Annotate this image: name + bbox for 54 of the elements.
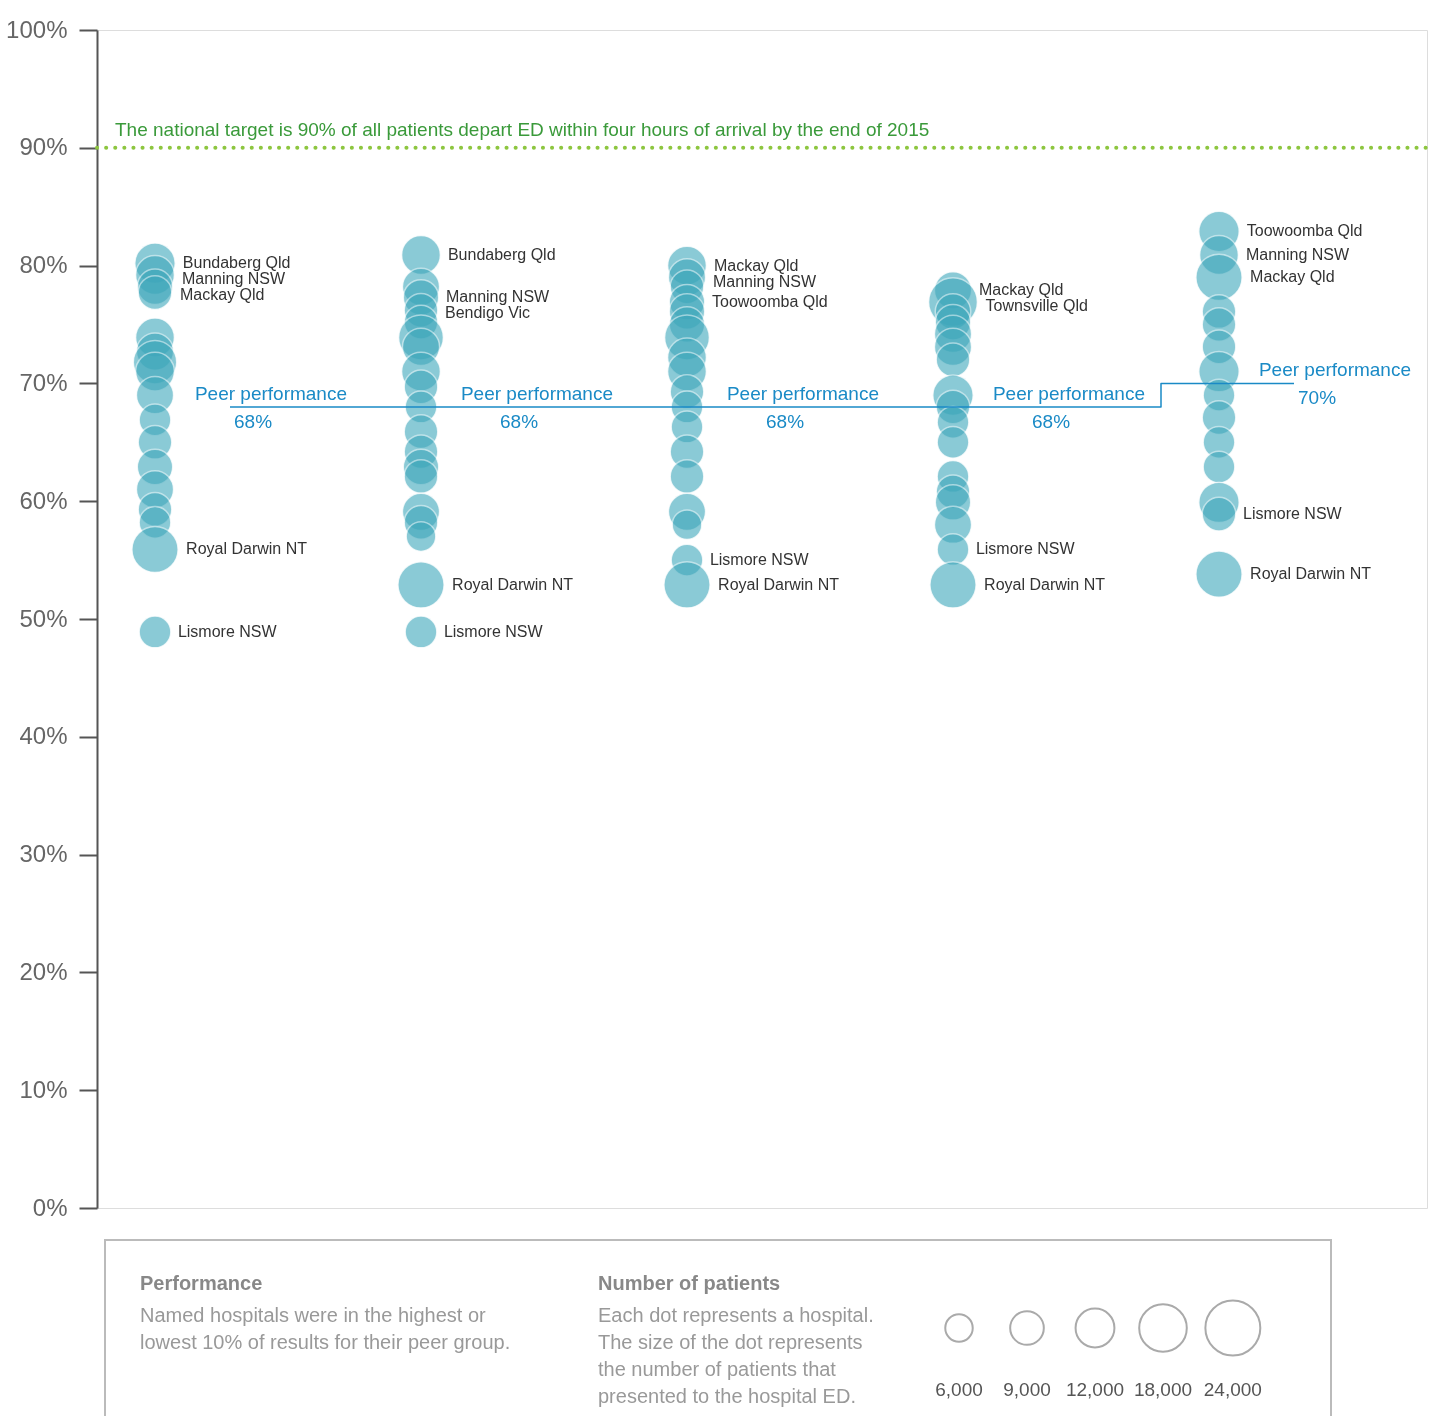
data-label: 68% xyxy=(766,410,805,432)
data-label: Lismore NSW xyxy=(443,622,544,640)
data-label: Lismore NSW xyxy=(1242,505,1343,523)
text: Peer performance xyxy=(726,382,879,404)
y-tick-label: 100% xyxy=(6,15,68,43)
y-tick-label: 20% xyxy=(19,957,68,985)
data-label: Lismore NSW xyxy=(177,622,278,640)
data-label: Manning NSW xyxy=(446,288,551,306)
y-tick-label: 40% xyxy=(19,722,68,750)
data-label: Manning NSW xyxy=(181,270,286,288)
data-label: Lismore NSW xyxy=(709,551,810,569)
data-label: 68% xyxy=(234,410,273,432)
data-label: 68% xyxy=(1032,410,1071,432)
legend-label: 12,000 xyxy=(1065,1379,1125,1400)
data-label: Mackay Qld xyxy=(978,281,1064,299)
data-label: Royal Darwin NT xyxy=(186,540,308,558)
y-tick-label: 30% xyxy=(19,840,68,868)
series-label: Peer performance xyxy=(194,382,347,404)
data-label: Bundaberg Qld xyxy=(182,254,291,272)
data-label: Bendigo Vic xyxy=(444,304,531,322)
ref-line-label: The national target is 90% of all patients depart ED within four hours of arrival by the end of 2015 xyxy=(115,118,930,140)
legend-label: 24,000 xyxy=(1203,1379,1262,1400)
data-label: Royal Darwin NT xyxy=(718,575,840,593)
data-label: Bundaberg Qld xyxy=(447,246,556,263)
text: Number of patients xyxy=(598,1272,781,1294)
data-label: Toowoomba Qld xyxy=(1246,222,1363,240)
data-label: Royal Darwin NT xyxy=(984,575,1106,593)
data-label: Royal Darwin NT xyxy=(1250,565,1372,583)
data-label: 70% xyxy=(1298,387,1337,409)
y-tick-label: 60% xyxy=(19,486,68,514)
y-tick-label: 90% xyxy=(19,133,68,161)
y-tick-label: 70% xyxy=(19,368,68,396)
legend-label: 6,000 xyxy=(935,1379,983,1400)
data-label: Royal Darwin NT xyxy=(452,575,574,593)
text: Named hospitals were in the highest or lowest 10% of results for their peer group. xyxy=(140,1304,511,1353)
data-label: Lismore NSW xyxy=(975,540,1076,558)
data-label: Mackay Qld xyxy=(180,286,265,304)
text: Peer performance xyxy=(460,382,613,404)
text: Performance xyxy=(140,1272,263,1294)
text: Each dot represents a hospital. The size of the dot represents the number of patients that presented to the hospital ED. xyxy=(598,1304,874,1407)
data-label: Townsville Qld xyxy=(985,297,1088,315)
data-label: Manning NSW xyxy=(1245,246,1350,263)
legend-label: 9,000 xyxy=(1003,1379,1051,1400)
legend-label: 18,000 xyxy=(1133,1379,1193,1400)
data-label: Toowoomba Qld xyxy=(712,293,828,311)
data-label: 68% xyxy=(500,410,539,432)
text: Peer performance xyxy=(992,382,1145,404)
y-tick-label: 80% xyxy=(19,251,68,279)
data-label: Mackay Qld xyxy=(713,256,799,274)
y-tick-label: 0% xyxy=(32,1193,68,1221)
data-label: Mackay Qld xyxy=(1250,268,1335,286)
text: Peer performance xyxy=(1258,359,1411,381)
y-tick-label: 50% xyxy=(19,604,68,632)
y-tick-label: 10% xyxy=(19,1075,68,1103)
